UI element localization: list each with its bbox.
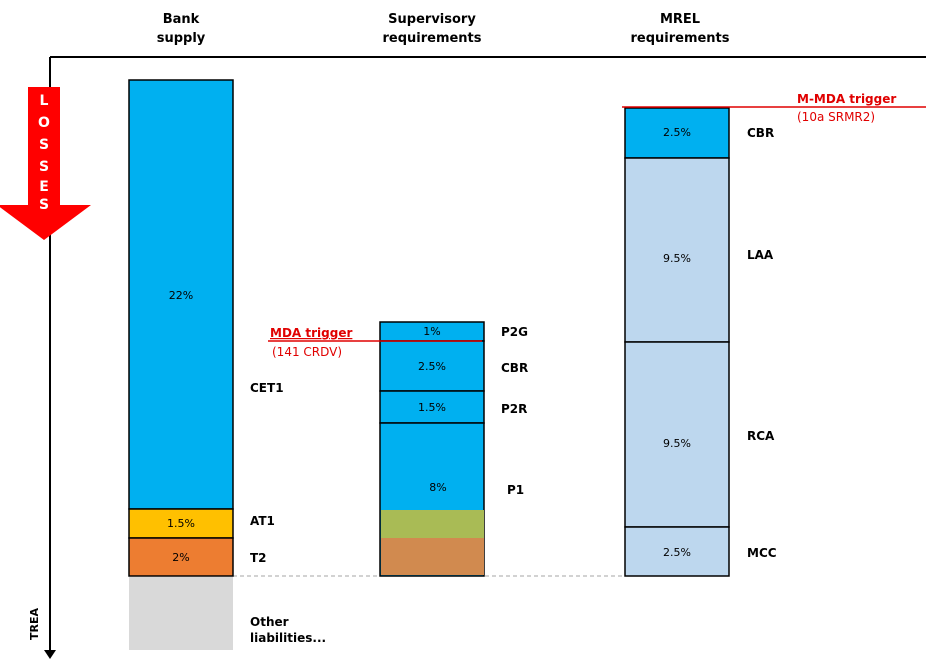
p1-label: P1 <box>507 483 524 497</box>
mcc-bar <box>624 526 730 577</box>
cet1-value: 22% <box>169 289 193 302</box>
laa-value: 9.5% <box>663 252 691 265</box>
p1-at1-fill <box>381 510 484 538</box>
laa-label: LAA <box>747 248 774 262</box>
axis-arrowhead <box>44 650 56 659</box>
t2-bar <box>128 537 234 577</box>
trea-axis-label: TREA <box>28 608 41 640</box>
header-supervisory-line1: Supervisory <box>388 12 476 27</box>
p2g-label: P2G <box>501 325 528 339</box>
losses-letter: L <box>40 93 49 109</box>
m-mda-trigger-sub: (10a SRMR2) <box>797 110 875 124</box>
at1-bar <box>128 508 234 539</box>
rca-value: 9.5% <box>663 437 691 450</box>
p1-value: 8% <box>429 481 446 494</box>
losses-letter: E <box>39 179 49 195</box>
p2r-label: P2R <box>501 402 527 416</box>
mcc-label: MCC <box>747 546 777 560</box>
other-liabilities-label-line2: liabilities... <box>250 631 326 645</box>
losses-arrow: L O S S E S <box>0 87 91 240</box>
mrel-cbr-label: CBR <box>747 126 774 140</box>
other-liabilities-bar <box>129 577 233 650</box>
cet1-bar <box>128 79 234 510</box>
other-liabilities-label-line1: Other <box>250 615 289 629</box>
bank-supply-column: 22% CET1 1.5% AT1 2% T2 Other liabilitie… <box>128 79 326 650</box>
t2-label: T2 <box>250 551 267 565</box>
losses-letter: S <box>39 197 49 213</box>
supervisory-column: 1% P2G 2.5% CBR 1.5% P2R 8% P1 <box>379 321 528 577</box>
header-supervisory-line2: requirements <box>382 31 481 46</box>
p2r-bar <box>379 390 485 424</box>
rca-bar <box>624 341 730 528</box>
mda-trigger: MDA trigger (141 CRDV) <box>268 326 482 359</box>
header-bank-supply-line1: Bank <box>163 12 200 27</box>
mda-trigger-sub: (141 CRDV) <box>272 345 342 359</box>
sup-cbr-value: 2.5% <box>418 360 446 373</box>
laa-bar <box>624 157 730 343</box>
losses-arrow-shape <box>0 87 91 240</box>
losses-letter: S <box>39 137 49 153</box>
losses-letter: O <box>38 115 50 131</box>
header-mrel-line2: requirements <box>630 31 729 46</box>
mrel-cbr-value: 2.5% <box>663 126 691 139</box>
p2g-value: 1% <box>423 325 440 338</box>
mcc-value: 2.5% <box>663 546 691 559</box>
mda-trigger-title: MDA trigger <box>270 326 352 340</box>
rca-label: RCA <box>747 429 775 443</box>
mrel-column: 2.5% CBR 9.5% LAA 9.5% RCA 2.5% MCC <box>624 107 777 577</box>
at1-value: 1.5% <box>167 517 195 530</box>
cet1-label: CET1 <box>250 381 284 395</box>
losses-letter: S <box>39 159 49 175</box>
m-mda-trigger: M-MDA trigger (10a SRMR2) <box>622 92 926 124</box>
t2-value: 2% <box>172 551 189 564</box>
p1-t2-fill <box>381 538 484 575</box>
header-mrel-line1: MREL <box>660 12 700 27</box>
m-mda-trigger-title: M-MDA trigger <box>797 92 896 106</box>
sup-cbr-label: CBR <box>501 361 528 375</box>
p2r-value: 1.5% <box>418 401 446 414</box>
mrel-cbr-bar <box>624 107 730 159</box>
header-bank-supply-line2: supply <box>157 31 206 46</box>
at1-label: AT1 <box>250 514 275 528</box>
